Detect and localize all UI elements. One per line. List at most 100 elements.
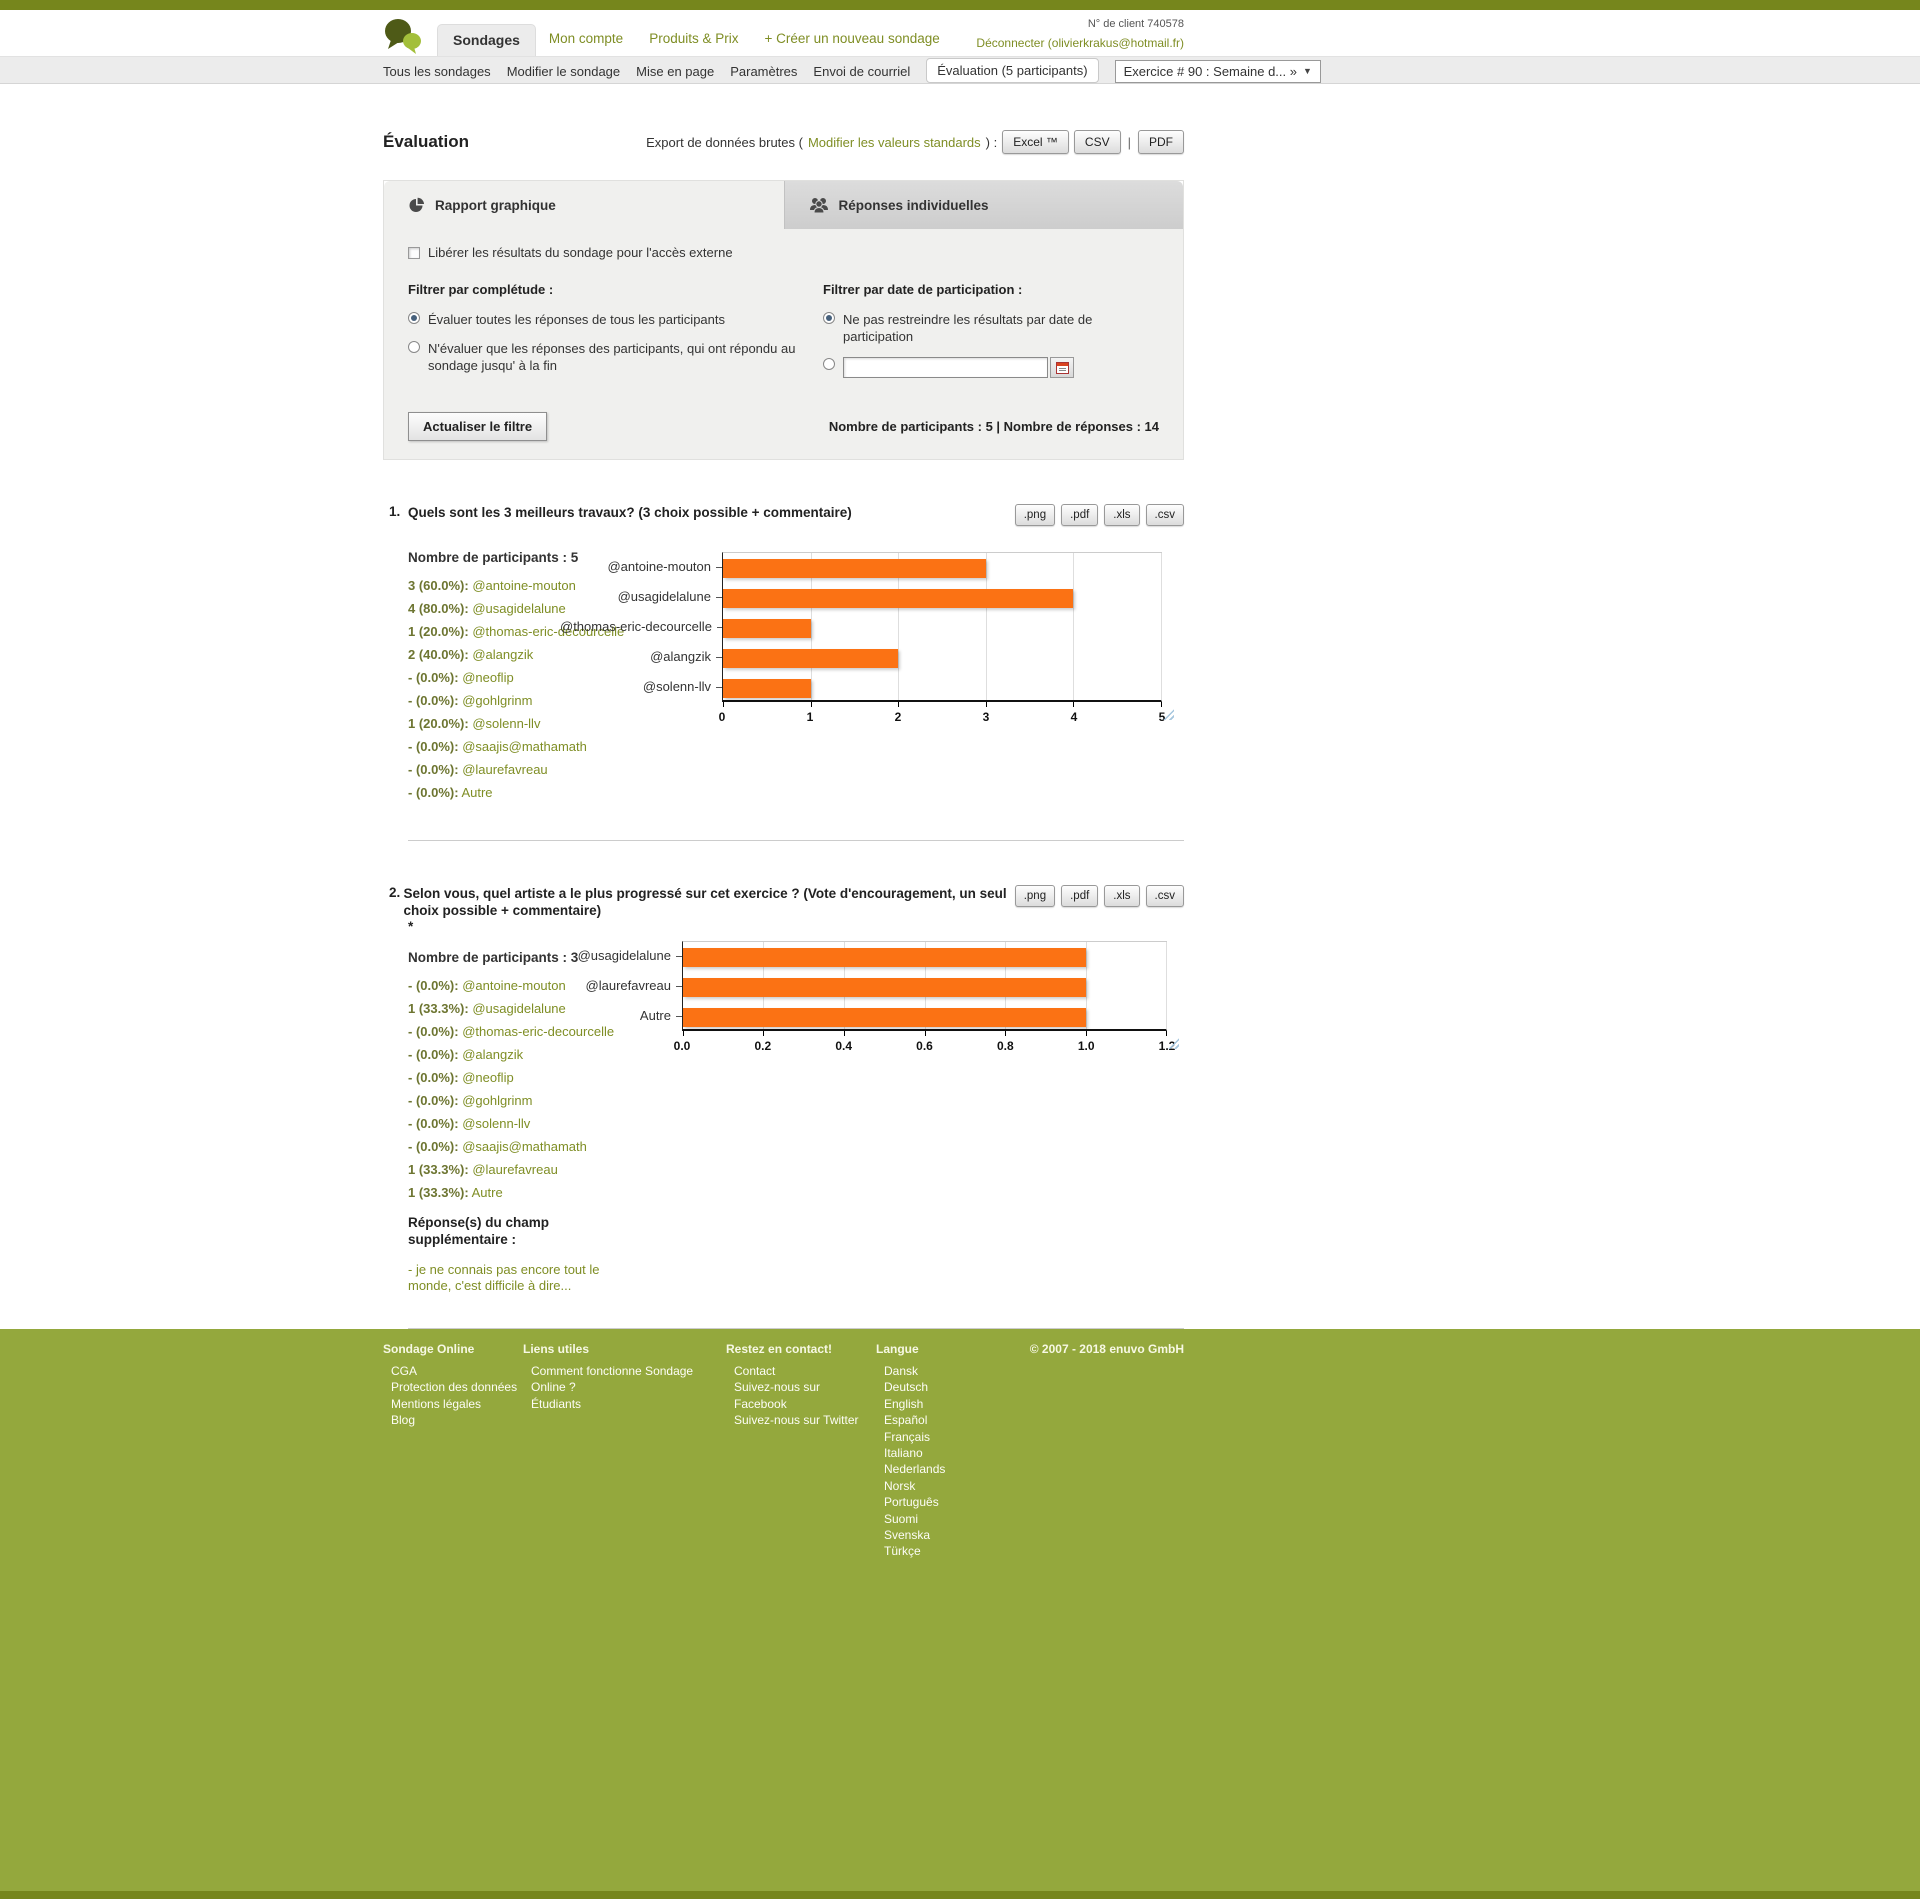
brand-logo[interactable] xyxy=(383,18,425,54)
answer-participant-link[interactable]: @saajis@mathamath xyxy=(462,1139,587,1154)
survey-selector-dropdown[interactable]: Exercice # 90 : Semaine d... » ▼ xyxy=(1114,59,1321,83)
chart-bar xyxy=(723,618,811,638)
x-axis-tick xyxy=(1073,702,1075,707)
footer-link[interactable]: Étudiants xyxy=(531,1396,582,1411)
export-excel-button[interactable]: Excel ™ xyxy=(1002,130,1069,154)
answer-participant-link[interactable]: @neoflip xyxy=(462,670,514,685)
footer-link[interactable]: CGA xyxy=(391,1364,418,1378)
footer-link[interactable]: Comment fonctionne Sondage Online ? xyxy=(531,1364,694,1395)
export-format-button[interactable]: .png xyxy=(1014,504,1056,526)
footer-language-link[interactable]: Dansk xyxy=(884,1364,919,1378)
footer-language-link[interactable]: English xyxy=(884,1396,924,1411)
answer-participant-link[interactable]: @usagidelalune xyxy=(472,1001,566,1016)
answer-participant-link[interactable]: @solenn-llv xyxy=(472,716,541,731)
footer-col-title: Langue xyxy=(876,1342,919,1356)
chart-resize-handle[interactable] xyxy=(1168,1038,1179,1049)
subnav-item[interactable]: Modifier le sondage xyxy=(506,63,621,79)
answer-participant-link[interactable]: @alangzik xyxy=(472,647,534,662)
nav-mon-compte[interactable]: Mon compte xyxy=(548,31,624,46)
footer-link[interactable]: Contact xyxy=(734,1364,776,1378)
answer-participant-link[interactable]: @antoine-mouton xyxy=(462,978,566,993)
subnav-item[interactable]: Paramètres xyxy=(730,63,798,79)
chart-resize-handle[interactable] xyxy=(1163,709,1174,720)
date-input[interactable] xyxy=(843,357,1048,378)
logout-link[interactable]: Déconnecter (olivierkrakus@hotmail.fr) xyxy=(976,36,1184,50)
footer-language-link[interactable]: Français xyxy=(884,1429,931,1444)
answer-participant-link[interactable]: @solenn-llv xyxy=(462,1116,531,1131)
subnav-item[interactable]: Tous les sondages xyxy=(383,63,491,79)
footer-link[interactable]: Suivez-nous sur Twitter xyxy=(734,1413,859,1428)
footer-language-link[interactable]: Suomi xyxy=(884,1511,919,1526)
radio-date-restriction[interactable] xyxy=(823,358,835,370)
answer-participant-link[interactable]: @alangzik xyxy=(462,1047,524,1062)
footer-language-link[interactable]: Português xyxy=(884,1495,939,1510)
answer-participant-link[interactable]: @gohlgrinm xyxy=(462,693,533,708)
answer-count: - (0.0%): xyxy=(408,1116,459,1131)
update-filter-button[interactable]: Actualiser le filtre xyxy=(408,412,548,441)
answer-row: 1 (33.3%): @usagidelalune xyxy=(408,1002,636,1016)
answer-participant-link[interactable]: @thomas-eric-decourcelle xyxy=(462,1024,615,1039)
answer-participant-link[interactable]: Autre xyxy=(461,785,493,800)
footer-language-link[interactable]: Italiano xyxy=(884,1446,923,1461)
export-format-button[interactable]: .png xyxy=(1014,885,1056,907)
footer-link[interactable]: Protection des données xyxy=(391,1380,518,1395)
footer-language-link[interactable]: Türkçe xyxy=(884,1544,921,1559)
chart-plot-column: 0.0 0.2 0.4 0.6 0.8 1.0 1.2 xyxy=(674,941,1175,1053)
answer-participant-link[interactable]: @gohlgrinm xyxy=(462,1093,533,1108)
subnav-item-evaluation-active[interactable]: Évaluation (5 participants) xyxy=(926,57,1099,83)
footer-language-link[interactable]: Svenska xyxy=(884,1528,931,1543)
footer-language-links: Dansk Deutsch English Español Français Italia… xyxy=(876,1363,1006,1560)
answer-participant-link[interactable]: @usagidelalune xyxy=(472,601,566,616)
footer-language-link[interactable]: Deutsch xyxy=(884,1380,929,1395)
export-format-button[interactable]: .pdf xyxy=(1061,885,1099,907)
answer-count: 1 (33.3%): xyxy=(408,1185,469,1200)
footer-links: CGA Protection des données Mentions légale… xyxy=(383,1363,523,1429)
answer-participant-link[interactable]: @laurefavreau xyxy=(472,1162,558,1177)
radio-no-date-restriction[interactable] xyxy=(823,312,835,324)
footer-link[interactable]: Blog xyxy=(391,1413,416,1428)
answer-participant-link[interactable]: @antoine-mouton xyxy=(472,578,576,593)
modify-standard-values-link[interactable]: Modifier les valeurs standards xyxy=(807,134,981,150)
answer-count: - (0.0%): xyxy=(408,1139,459,1154)
footer-language-link[interactable]: Nederlands xyxy=(884,1462,946,1477)
subnav-item[interactable]: Mise en page xyxy=(636,63,715,79)
question-separator xyxy=(408,840,1184,841)
answer-participant-link[interactable]: @laurefavreau xyxy=(462,762,548,777)
radio-all-responses-label: Évaluer toutes les réponses de tous les … xyxy=(428,312,726,327)
export-format-button[interactable]: .csv xyxy=(1145,885,1184,907)
export-format-button[interactable]: .xls xyxy=(1104,885,1140,907)
subnav-item[interactable]: Envoi de courriel xyxy=(813,63,911,79)
export-separator: | xyxy=(1127,134,1131,150)
x-axis-tick xyxy=(723,702,724,707)
export-format-button[interactable]: .xls xyxy=(1104,504,1140,526)
radio-finished-only[interactable] xyxy=(408,341,420,353)
export-pdf-button[interactable]: PDF xyxy=(1138,130,1184,154)
answer-participant-link[interactable]: @thomas-eric-decourcelle xyxy=(472,624,625,639)
footer-language-link[interactable]: Norsk xyxy=(884,1478,916,1493)
footer-link[interactable]: Mentions légales xyxy=(391,1396,482,1411)
export-format-button[interactable]: .csv xyxy=(1145,504,1184,526)
answer-row: - (0.0%): @antoine-mouton xyxy=(408,979,636,993)
export-format-button[interactable]: .pdf xyxy=(1061,504,1099,526)
answer-participant-link[interactable]: @saajis@mathamath xyxy=(462,739,587,754)
answer-participant-link[interactable]: @neoflip xyxy=(462,1070,514,1085)
chart-bar xyxy=(683,1007,1086,1027)
answer-row: 1 (20.0%): @solenn-llv xyxy=(408,717,636,731)
question-title: Quels sont les 3 meilleurs travaux? (3 c… xyxy=(408,505,852,520)
chart-bar xyxy=(723,558,986,578)
answer-row: - (0.0%): @gohlgrinm xyxy=(408,1094,636,1108)
export-csv-button[interactable]: CSV xyxy=(1073,130,1121,154)
footer-language-link[interactable]: Español xyxy=(884,1413,928,1428)
tab-reponses-individuelles[interactable]: Réponses individuelles xyxy=(783,181,1183,229)
release-results-checkbox[interactable] xyxy=(408,246,420,259)
footer-link[interactable]: Suivez-nous sur Facebook xyxy=(734,1380,821,1411)
tab-rapport-graphique[interactable]: Rapport graphique xyxy=(384,181,784,229)
chart-bar-row xyxy=(683,972,1166,1002)
radio-all-responses[interactable] xyxy=(408,312,420,324)
nav-sondages[interactable]: Sondages xyxy=(437,24,536,56)
nav-creer-sondage[interactable]: + Créer un nouveau sondage xyxy=(764,31,940,46)
calendar-button[interactable] xyxy=(1050,357,1074,378)
nav-produits-prix[interactable]: Produits & Prix xyxy=(649,31,739,46)
x-axis-tick xyxy=(763,1031,765,1036)
answer-participant-link[interactable]: Autre xyxy=(471,1185,503,1200)
